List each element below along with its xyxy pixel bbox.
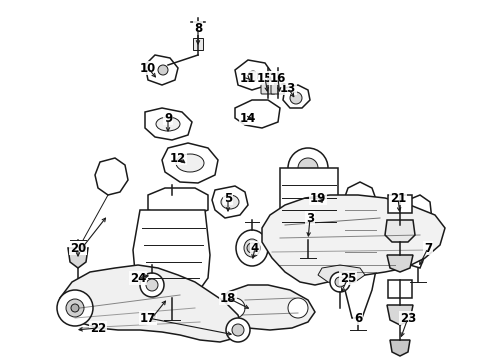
Circle shape	[140, 273, 164, 297]
Text: 6: 6	[354, 311, 362, 324]
Ellipse shape	[156, 117, 180, 131]
Polygon shape	[385, 220, 415, 242]
Polygon shape	[60, 265, 242, 342]
FancyBboxPatch shape	[193, 38, 203, 50]
Text: 2: 2	[148, 311, 156, 324]
Circle shape	[57, 290, 93, 326]
FancyBboxPatch shape	[271, 84, 285, 94]
Polygon shape	[403, 195, 432, 268]
Polygon shape	[218, 285, 315, 330]
Polygon shape	[145, 108, 192, 140]
Circle shape	[330, 272, 350, 292]
Polygon shape	[148, 188, 208, 215]
Polygon shape	[235, 100, 280, 128]
Polygon shape	[280, 168, 338, 240]
Text: 7: 7	[424, 242, 432, 255]
Text: 4: 4	[251, 242, 259, 255]
Polygon shape	[387, 305, 413, 325]
Text: 3: 3	[306, 211, 314, 225]
Text: 18: 18	[220, 292, 236, 305]
Polygon shape	[262, 195, 445, 285]
Text: 20: 20	[70, 242, 86, 255]
Polygon shape	[145, 55, 178, 85]
Polygon shape	[133, 210, 210, 298]
Text: 12: 12	[170, 152, 186, 165]
Circle shape	[288, 148, 328, 188]
Text: 23: 23	[400, 311, 416, 324]
Bar	[388, 280, 412, 298]
Polygon shape	[212, 186, 248, 218]
Circle shape	[146, 279, 158, 291]
Ellipse shape	[236, 230, 268, 266]
Text: 25: 25	[340, 271, 356, 284]
Ellipse shape	[221, 195, 239, 209]
Text: 24: 24	[130, 271, 146, 284]
Circle shape	[226, 318, 250, 342]
Bar	[388, 195, 412, 213]
Text: 22: 22	[90, 321, 106, 334]
FancyBboxPatch shape	[261, 84, 275, 94]
Text: 14: 14	[240, 112, 256, 125]
Polygon shape	[387, 255, 413, 272]
Polygon shape	[68, 248, 88, 268]
Polygon shape	[95, 158, 128, 195]
Polygon shape	[283, 85, 310, 108]
Text: 16: 16	[270, 72, 286, 85]
Text: 17: 17	[140, 311, 156, 324]
Text: 21: 21	[390, 192, 406, 204]
Text: 11: 11	[240, 72, 256, 85]
Circle shape	[232, 324, 244, 336]
Ellipse shape	[244, 239, 260, 257]
Text: 9: 9	[164, 112, 172, 125]
Text: 19: 19	[310, 192, 326, 204]
Circle shape	[71, 304, 79, 312]
Circle shape	[158, 65, 168, 75]
Text: 8: 8	[194, 22, 202, 35]
Text: 1: 1	[78, 242, 86, 255]
Text: 15: 15	[257, 72, 273, 85]
Polygon shape	[162, 143, 218, 183]
Circle shape	[288, 298, 308, 318]
Text: 13: 13	[280, 81, 296, 94]
Circle shape	[225, 298, 245, 318]
Circle shape	[247, 243, 257, 253]
Circle shape	[248, 71, 258, 81]
Ellipse shape	[176, 154, 204, 172]
Polygon shape	[342, 182, 378, 318]
Circle shape	[66, 299, 84, 317]
Polygon shape	[235, 60, 272, 90]
Text: 5: 5	[224, 192, 232, 204]
Circle shape	[290, 92, 302, 104]
Polygon shape	[390, 340, 410, 356]
Circle shape	[335, 277, 345, 287]
Polygon shape	[318, 265, 365, 285]
Text: 10: 10	[140, 62, 156, 75]
Circle shape	[298, 158, 318, 178]
